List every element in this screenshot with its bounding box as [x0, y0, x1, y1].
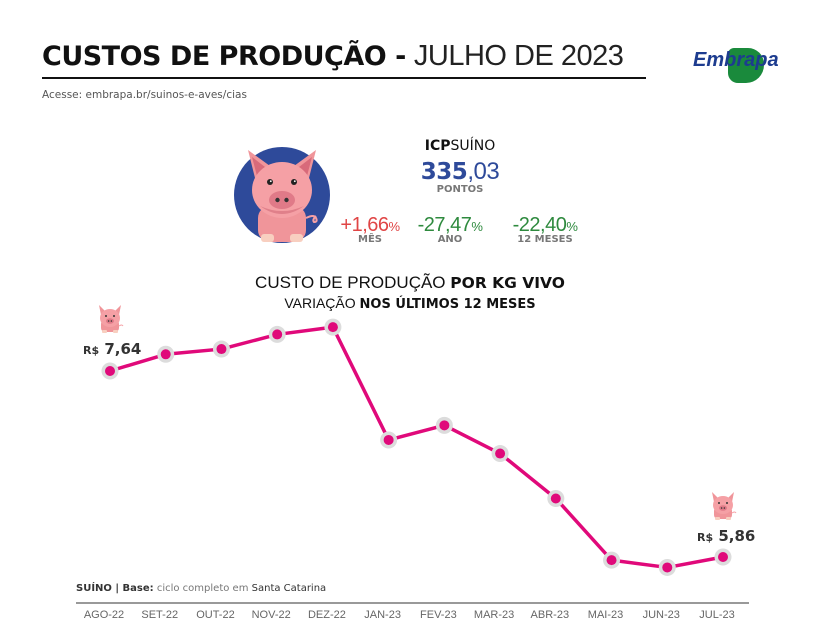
data-point-dot — [105, 366, 115, 376]
data-point-mai-23[interactable] — [603, 551, 621, 569]
annotation-last-value: R$ 5,86 — [697, 527, 755, 545]
icp-value-int: 335 — [420, 159, 468, 185]
annotation-value: 5,86 — [718, 527, 756, 545]
chart-title-bold: POR KG VIVO — [450, 274, 565, 292]
data-point-set-22[interactable] — [157, 345, 175, 363]
page-title: CUSTOS DE PRODUÇÃO - JULHO DE 2023 — [42, 40, 624, 73]
series-line — [109, 325, 724, 570]
chart-subtitle-light: VARIAÇÃO — [284, 295, 356, 311]
x-tick-label: NOV-22 — [251, 609, 291, 621]
data-point-jul-23[interactable] — [714, 548, 732, 566]
x-tick-label: FEV-23 — [420, 609, 457, 621]
icp-value: 335,03 — [360, 158, 560, 186]
data-point-dot — [495, 448, 506, 459]
variation-month: +1,66% MÊS — [325, 214, 415, 245]
data-point-dot — [327, 322, 338, 333]
chart-title-light: CUSTO DE PRODUÇÃO — [255, 273, 446, 292]
data-point-dot — [550, 493, 561, 504]
title-underline — [42, 77, 646, 79]
variation-label: ANO — [437, 234, 463, 245]
annotation-value: 7,64 — [104, 340, 142, 358]
currency-symbol: R$ — [697, 531, 714, 544]
x-tick-label: JUN-23 — [642, 609, 680, 621]
x-tick-label: DEZ-22 — [307, 609, 346, 621]
annotation-first-value: R$ 7,64 — [83, 340, 141, 358]
chart-title-line1: CUSTO DE PRODUÇÃO POR KG VIVO — [160, 273, 660, 293]
x-tick-label: MAI-23 — [587, 609, 624, 621]
data-point-mar-23[interactable] — [491, 445, 509, 463]
data-point-jan-23[interactable] — [380, 431, 398, 449]
data-point-dot — [160, 349, 171, 360]
icp-title-light: SUÍNO — [450, 138, 496, 154]
footnote: SUÍNO | Base: ciclo completo em Santa Ca… — [76, 583, 326, 594]
variation-number: +1,66 — [340, 214, 389, 236]
data-point-dot — [718, 552, 728, 562]
percent-sign: % — [388, 219, 401, 234]
data-point-nov-22[interactable] — [268, 325, 286, 343]
data-point-fev-23[interactable] — [435, 416, 453, 434]
variation-number: -27,47 — [417, 214, 472, 236]
chart-title: CUSTO DE PRODUÇÃO POR KG VIVO VARIAÇÃO N… — [160, 273, 660, 312]
logo-green-shape — [728, 48, 764, 83]
x-tick-label: OUT-22 — [196, 609, 235, 621]
data-point-dot — [216, 344, 227, 355]
variation-label: MÊS — [358, 234, 382, 245]
x-tick-label: JAN-23 — [364, 609, 401, 621]
data-point-dot — [662, 562, 673, 573]
pig-badge-icon — [234, 147, 330, 243]
logo-wordmark: Embrapa — [693, 49, 779, 71]
icp-block: ICPSUÍNO 335,03 PONTOS — [360, 138, 560, 195]
footnote-region: Santa Catarina — [251, 583, 327, 594]
data-point-ago-22[interactable] — [101, 362, 119, 380]
variation-value: +1,66% — [325, 214, 415, 237]
x-tick-label: JUL-23 — [699, 609, 735, 621]
title-bold: CUSTOS DE PRODUÇÃO - — [42, 41, 406, 72]
chart-subtitle-bold: NOS ÚLTIMOS 12 MESES — [359, 297, 536, 312]
footnote-separator: | — [111, 583, 123, 594]
percent-sign: % — [471, 219, 483, 234]
pig-icon-last — [712, 492, 737, 520]
variation-value: -27,47% — [405, 214, 495, 237]
pig-icon-first — [99, 305, 124, 333]
icp-title-bold: ICP — [424, 138, 451, 154]
source-link: Acesse: embrapa.br/suinos-e-aves/cias — [42, 89, 247, 101]
currency-symbol: R$ — [83, 344, 100, 357]
variation-number: -22,40 — [512, 214, 567, 236]
chart-subtitle: VARIAÇÃO NOS ÚLTIMOS 12 MESES — [160, 295, 660, 312]
x-tick-label: ABR-23 — [530, 609, 570, 621]
variation-12-months: -22,40% 12 MESES — [500, 214, 590, 245]
data-point-jun-23[interactable] — [658, 558, 676, 576]
variation-year: -27,47% ANO — [405, 214, 495, 245]
logo-text: Embrapa — [693, 49, 779, 72]
data-point-abr-23[interactable] — [547, 489, 565, 507]
icp-title: ICPSUÍNO — [360, 138, 560, 154]
data-point-dot — [439, 420, 450, 431]
x-axis-line — [76, 602, 749, 604]
data-point-dez-22[interactable] — [324, 318, 342, 336]
footnote-base-label: Base: — [122, 583, 154, 594]
icp-unit: PONTOS — [436, 184, 484, 195]
x-tick-label: MAR-23 — [473, 609, 515, 621]
title-date: JULHO DE 2023 — [413, 40, 624, 72]
data-point-out-22[interactable] — [212, 340, 230, 358]
data-point-dot — [272, 329, 283, 340]
variation-label: 12 MESES — [517, 234, 573, 245]
percent-sign: % — [566, 219, 578, 234]
icp-value-dec: ,03 — [467, 158, 500, 185]
footnote-base-text: ciclo completo em — [153, 583, 252, 594]
variation-value: -22,40% — [500, 214, 590, 237]
footnote-species: SUÍNO — [76, 583, 112, 594]
x-tick-label: SET-22 — [141, 609, 179, 621]
embrapa-logo: Embrapa — [690, 45, 785, 85]
data-point-dot — [383, 434, 394, 445]
data-point-dot — [606, 555, 617, 566]
x-tick-label: AGO-22 — [83, 609, 125, 621]
